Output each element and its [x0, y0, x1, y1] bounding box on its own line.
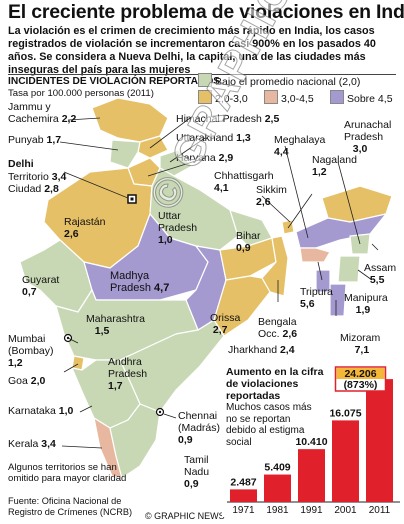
bar-1991	[298, 449, 325, 502]
bar-2001	[332, 420, 359, 502]
bar-2011	[366, 379, 393, 502]
map-subheading: Tasa por 100.000 personas (2011)	[8, 88, 154, 99]
label-jammu: Jammu y Cachemira 2,2	[8, 101, 77, 125]
region-manipur	[337, 255, 361, 283]
label-mizoram: Mizoram 7,1	[340, 332, 381, 356]
bar-value-label: 2.487	[230, 476, 256, 488]
bar-1981	[264, 474, 291, 502]
label-uttarakhand: Uttarakhand 1,3	[176, 132, 251, 144]
label-orissa: Orissa 2,7	[210, 312, 241, 336]
category-label: 2001	[334, 505, 357, 516]
label-bengala: Bengala Occ. 2,6	[258, 316, 298, 340]
label-goa: Goa 2,0	[8, 375, 46, 387]
map-note: Algunos territorios se han omitido para …	[8, 462, 127, 484]
category-label: 1971	[232, 505, 255, 516]
label-kerala: Kerala 3,4	[8, 438, 56, 450]
highlight-percent: (873%)	[344, 379, 378, 391]
highlight-fill	[336, 368, 385, 379]
label-karnataka: Karnataka 1,0	[8, 405, 74, 417]
legend-item: 2,0-3,0	[198, 90, 248, 105]
intro-text: La violación es el crimen de crecimiento…	[8, 25, 376, 76]
label-chennai: Chennai (Madrás) 0,9	[178, 410, 221, 446]
bar-value-label: 10.410	[295, 436, 327, 448]
region-mizoram	[329, 283, 347, 317]
label-bihar: Bihar 0,9	[236, 230, 261, 254]
legend-label: 3,0-4,5	[281, 93, 314, 105]
label-tripura: Tripura 5,6	[300, 286, 333, 310]
label-arunachal: Arunachal Pradesh 3,0	[344, 119, 392, 155]
label-jharkhand: Jharkhand 2,4	[228, 344, 295, 356]
legend-label: Bajo el promedio nacional (2,0)	[215, 76, 361, 88]
region-tamil-nadu	[109, 403, 161, 479]
label-mumbai: Mumbai (Bombay) 1,2	[8, 333, 54, 369]
legend-item: 3,0-4,5	[264, 90, 314, 105]
label-madhya-pradesh: Madhya Pradesh 4,7	[110, 270, 170, 294]
label-maharashtra: Maharashtra 1,5	[86, 313, 145, 337]
legend-label: Sobre 4,5	[347, 93, 393, 105]
region-west-bengal	[261, 235, 289, 297]
region-punjab	[109, 139, 141, 169]
highlight-value: 24.206	[344, 368, 376, 380]
label-nagaland: Nagaland 1,2	[312, 154, 357, 178]
label-delhi: Delhi Territorio 3,4 Ciudad 2,8	[8, 158, 67, 195]
chart-title: Aumento en la cifra de violaciones repor…	[226, 366, 324, 402]
label-meghalaya: Meghalaya 4,4	[274, 134, 326, 158]
page-title: El creciente problema de violaciones en …	[8, 1, 404, 23]
legend-swatch	[198, 73, 212, 87]
label-manipura: Manipura 1,9	[344, 292, 388, 316]
legend-label: 2,0-3,0	[215, 93, 248, 105]
label-sikkim: Sikkim 2,6	[256, 184, 287, 208]
label-uttar-pradesh: Uttar Pradesh 1,0	[158, 210, 198, 246]
category-label: 1981	[266, 505, 289, 516]
label-haryana: Haryana 2,9	[176, 152, 234, 164]
label-himachal: Himachal Pradesh 2,5	[176, 113, 280, 125]
region-tripura	[315, 269, 331, 293]
map-legend: Bajo el promedio nacional (2,0) 2,0-3,0 …	[194, 72, 400, 110]
label-chhattisgarh: Chhattisgarh 4,1	[214, 170, 274, 194]
legend-item: Bajo el promedio nacional (2,0)	[198, 73, 360, 88]
legend-item: Sobre 4,5	[330, 90, 393, 105]
bar-1971	[230, 489, 257, 502]
category-label: 2011	[369, 505, 391, 516]
bar-value-label: 5.409	[264, 462, 290, 474]
label-punyab: Punyab 1,7	[8, 134, 62, 146]
chart-subtitle: Muchos casos más no se reportan debido a…	[226, 402, 312, 448]
category-label: 1991	[300, 505, 323, 516]
map-heading: INCIDENTES DE VIOLACIÓN REPORTADOS	[8, 76, 221, 87]
credit: © GRAPHIC NEWS	[145, 511, 225, 521]
label-assam: Assam 5,5	[364, 262, 397, 286]
label-guyarat: Guyarat 0,7	[22, 274, 60, 298]
bar-value-label: 16.075	[329, 407, 361, 419]
source-note: Fuente: Oficina Nacional de Registro de …	[8, 496, 133, 517]
label-andhra: Andhra Pradesh 1,7	[108, 356, 148, 392]
region-meghalaya	[299, 247, 331, 263]
label-tamil-nadu: Tamil Nadu 0,9	[184, 454, 210, 490]
label-rajastan: Rajastán 2,6	[64, 216, 106, 240]
